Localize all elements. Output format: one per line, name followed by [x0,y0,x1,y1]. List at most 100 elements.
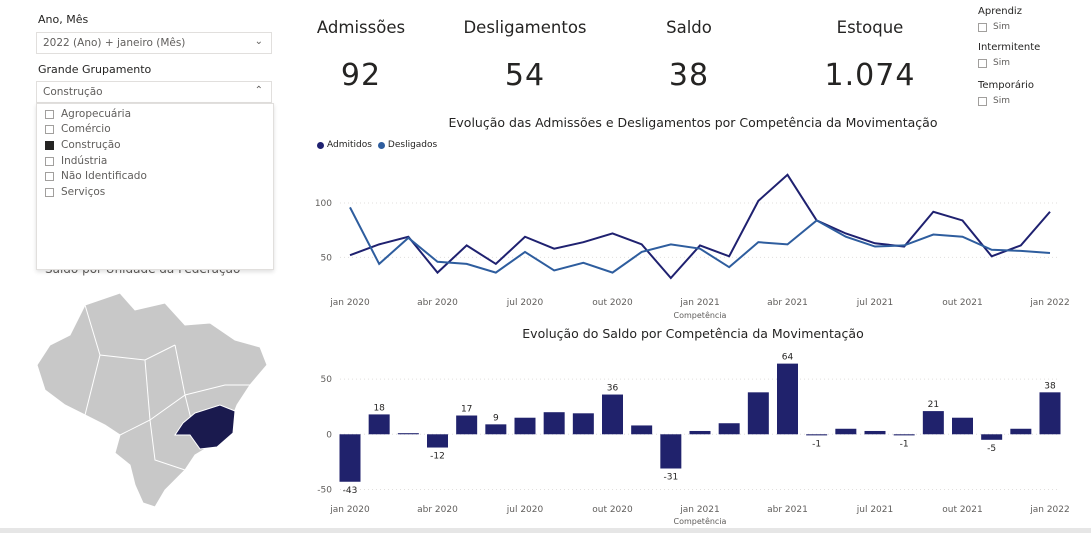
x-axis-label: Competência [674,310,727,320]
data-label: -31 [663,473,678,483]
bar [1039,392,1061,435]
filter-option-label: Sim [993,22,1010,32]
option-label: Construção [61,139,121,151]
x-tick-label: jan 2021 [679,298,720,308]
bar [602,394,623,435]
option-servicos[interactable]: Serviços [45,185,105,199]
bar [981,434,1003,440]
filter-temporario-title: Temporário [978,80,1035,91]
x-tick-label: jan 2020 [329,298,370,308]
kpi-saldo-label: Saldo [666,18,712,37]
brazil-map[interactable] [25,285,285,517]
bar-chart[interactable]: -50 0 50 -43 18 -12 17 9 36 -31 64 -1 -1 21 -5 38 jan 20… [300,345,1080,528]
checkbox-icon [978,22,987,32]
line-chart[interactable]: 50 100 jan 2020 abr 2020 jul 2020 out 2020 jan… [300,150,1080,325]
line-chart-title: Evolução das Admissões e Desligamentos p… [448,115,938,130]
x-tick-label: jul 2020 [506,505,544,515]
option-agropecuaria[interactable]: Agropecuária [45,107,131,121]
checkbox-icon [45,124,54,134]
kpi-admissoes-value: 92 [340,58,382,93]
filter-aprendiz-title: Aprendiz [978,6,1022,17]
period-dropdown-value: 2022 (Ano) + janeiro (Mês) [43,37,186,49]
group-dropdown-value: Construção [43,86,103,98]
checkbox-icon [45,187,54,197]
option-label: Não Identificado [61,170,147,182]
bar [952,417,973,435]
data-label: 18 [373,403,385,413]
checkbox-icon [45,109,54,119]
option-label: Serviços [61,186,106,198]
checkbox-icon [45,171,54,181]
data-label: -1 [812,439,821,449]
x-tick-label: out 2021 [942,505,983,515]
bar [864,430,886,435]
option-label: Agropecuária [61,108,132,120]
x-tick-label: out 2020 [592,298,633,308]
series-line-desligados [349,206,1051,274]
data-label: 36 [607,384,619,394]
legend-dot-icon [317,141,324,149]
data-label: -43 [343,486,358,496]
x-tick-label: jul 2021 [856,298,893,308]
y-tick-label: 0 [326,430,332,440]
legend-dot-icon [377,141,385,149]
group-dropdown[interactable]: Construção ⌃ [36,81,272,103]
checkbox-icon [978,96,987,106]
x-tick-label: jul 2020 [506,298,544,308]
bar [893,434,915,436]
bottom-scrollbar[interactable] [0,528,1091,533]
x-tick-label: abr 2021 [767,298,808,308]
bar-chart-title: Evolução do Saldo por Competência da Mov… [522,326,864,341]
bar [747,392,769,435]
bar [922,411,944,435]
group-options-panel: Agropecuária Comércio Construção Indústr… [36,103,274,270]
legend-item-admitidos[interactable]: Admitidos [317,140,372,150]
option-comercio[interactable]: Comércio [45,122,111,136]
x-tick-label: abr 2020 [417,298,458,308]
x-axis-label: Competência [674,516,727,526]
line-chart-legend: Admitidos Desligados [317,140,443,150]
data-label: 21 [928,400,939,410]
bar [427,434,448,448]
option-industria[interactable]: Indústria [45,154,107,168]
filter-intermitente-option[interactable]: Sim [978,58,1010,68]
option-label: Indústria [61,155,108,167]
option-construcao[interactable]: Construção [45,138,121,152]
data-label: -12 [430,452,445,462]
bar [456,415,478,435]
x-tick-label: abr 2020 [417,505,458,515]
option-nao-identificado[interactable]: Não Identificado [45,169,147,183]
checkbox-icon [45,156,54,166]
bar [339,434,361,482]
bar [543,412,565,435]
legend-label: Admitidos [327,140,372,150]
filter-intermitente-title: Intermitente [978,42,1041,53]
group-slicer-title: Grande Grupamento [38,63,152,76]
data-label: -5 [987,444,996,454]
x-tick-label: jan 2020 [329,505,370,515]
checkbox-checked-icon [45,140,54,150]
kpi-desligamentos-label: Desligamentos [463,18,587,37]
map-state-highlighted[interactable] [174,404,236,450]
bar [368,414,390,435]
brazil-shape [36,292,268,508]
bar [835,428,857,435]
bar [572,413,594,435]
map-state-borders [84,304,250,471]
checkbox-icon [978,58,987,68]
data-label: 17 [461,405,472,415]
y-tick-label: 100 [315,199,332,209]
filter-aprendiz-option[interactable]: Sim [978,22,1010,32]
filter-option-label: Sim [993,96,1010,106]
bar [689,430,711,435]
filter-temporario-option[interactable]: Sim [978,96,1010,106]
y-tick-label: 50 [321,253,333,263]
period-dropdown[interactable]: 2022 (Ano) + janeiro (Mês) ⌄ [36,32,272,54]
y-tick-label: 50 [321,375,333,385]
legend-label: Desligados [387,140,438,150]
kpi-admissoes-label: Admissões [316,18,406,37]
bar [718,423,740,435]
bar [485,424,507,435]
legend-item-desligados[interactable]: Desligados [377,140,438,150]
series-line-admitidos [349,173,1051,280]
